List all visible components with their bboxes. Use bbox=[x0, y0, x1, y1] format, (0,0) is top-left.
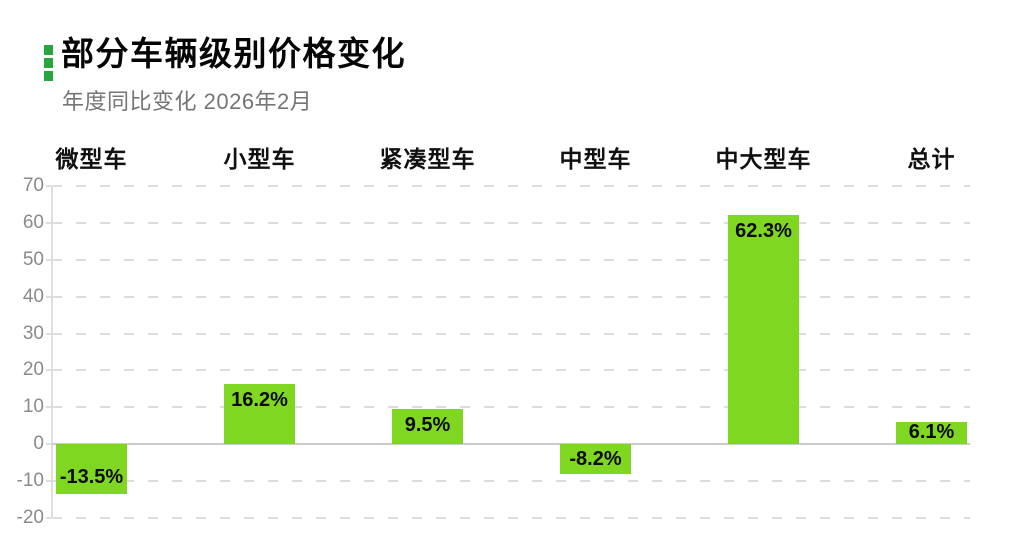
gridline--20 bbox=[52, 516, 970, 519]
bar-value-label-0: -13.5% bbox=[59, 465, 124, 488]
bar-value-label-2: 9.5% bbox=[404, 414, 451, 437]
y-tick-mark--10 bbox=[46, 479, 51, 482]
bar-value-label-1: 16.2% bbox=[231, 389, 288, 412]
category-label-0: 微型车 bbox=[55, 147, 128, 172]
gridline--10 bbox=[52, 479, 970, 482]
chart-subtitle: 年度同比变化 2026年2月 bbox=[62, 89, 313, 114]
y-tick-label--10: -10 bbox=[16, 469, 44, 491]
y-tick-mark-60 bbox=[46, 222, 51, 225]
y-tick-label-40: 40 bbox=[22, 285, 44, 307]
bar-1: 16.2% bbox=[224, 384, 295, 444]
y-tick-label-50: 50 bbox=[22, 249, 44, 270]
y-tick-label-70: 70 bbox=[22, 175, 44, 197]
bar-value-label-5: 6.1% bbox=[908, 421, 955, 444]
zero-gridline bbox=[52, 443, 970, 445]
bar-4: 62.3% bbox=[728, 214, 799, 444]
y-tick-label-20: 20 bbox=[22, 359, 44, 381]
bar-value-label-3: -8.2% bbox=[569, 447, 622, 470]
y-tick-mark-0 bbox=[46, 443, 51, 445]
gridline-60 bbox=[52, 222, 970, 225]
y-tick-mark-40 bbox=[46, 295, 51, 298]
gridline-40 bbox=[52, 295, 970, 298]
y-tick-mark-10 bbox=[46, 406, 51, 409]
y-tick-label-60: 60 bbox=[22, 212, 44, 234]
bar-0: -13.5% bbox=[56, 444, 127, 494]
y-tick-mark-30 bbox=[46, 332, 51, 335]
y-tick-mark-20 bbox=[46, 369, 51, 372]
y-tick-mark-50 bbox=[46, 259, 51, 261]
y-tick-label-30: 30 bbox=[22, 322, 44, 344]
bar-3: -8.2% bbox=[560, 444, 631, 475]
gridline-50 bbox=[52, 259, 970, 261]
category-label-2: 紧凑型车 bbox=[379, 147, 476, 172]
y-axis-line bbox=[51, 186, 53, 518]
bar-value-label-4: 62.3% bbox=[735, 219, 792, 242]
gridline-10 bbox=[52, 406, 970, 409]
gridline-20 bbox=[52, 369, 970, 372]
y-tick-label-10: 10 bbox=[22, 396, 44, 418]
bar-5: 6.1% bbox=[896, 421, 967, 444]
gridline-30 bbox=[52, 332, 970, 335]
y-tick-mark-70 bbox=[46, 185, 51, 188]
chart-title: 部分车辆级别价格变化 bbox=[61, 37, 406, 73]
gridline-70 bbox=[52, 185, 970, 188]
category-label-4: 中大型车 bbox=[715, 147, 812, 172]
title-marker-icon bbox=[44, 45, 53, 81]
y-tick-label--20: -20 bbox=[16, 506, 44, 528]
category-label-5: 总计 bbox=[907, 147, 956, 172]
category-label-1: 小型车 bbox=[223, 147, 296, 172]
bar-2: 9.5% bbox=[392, 409, 463, 444]
y-tick-mark--20 bbox=[46, 516, 51, 519]
category-label-3: 中型车 bbox=[559, 147, 632, 172]
y-tick-label-0: 0 bbox=[33, 433, 44, 454]
